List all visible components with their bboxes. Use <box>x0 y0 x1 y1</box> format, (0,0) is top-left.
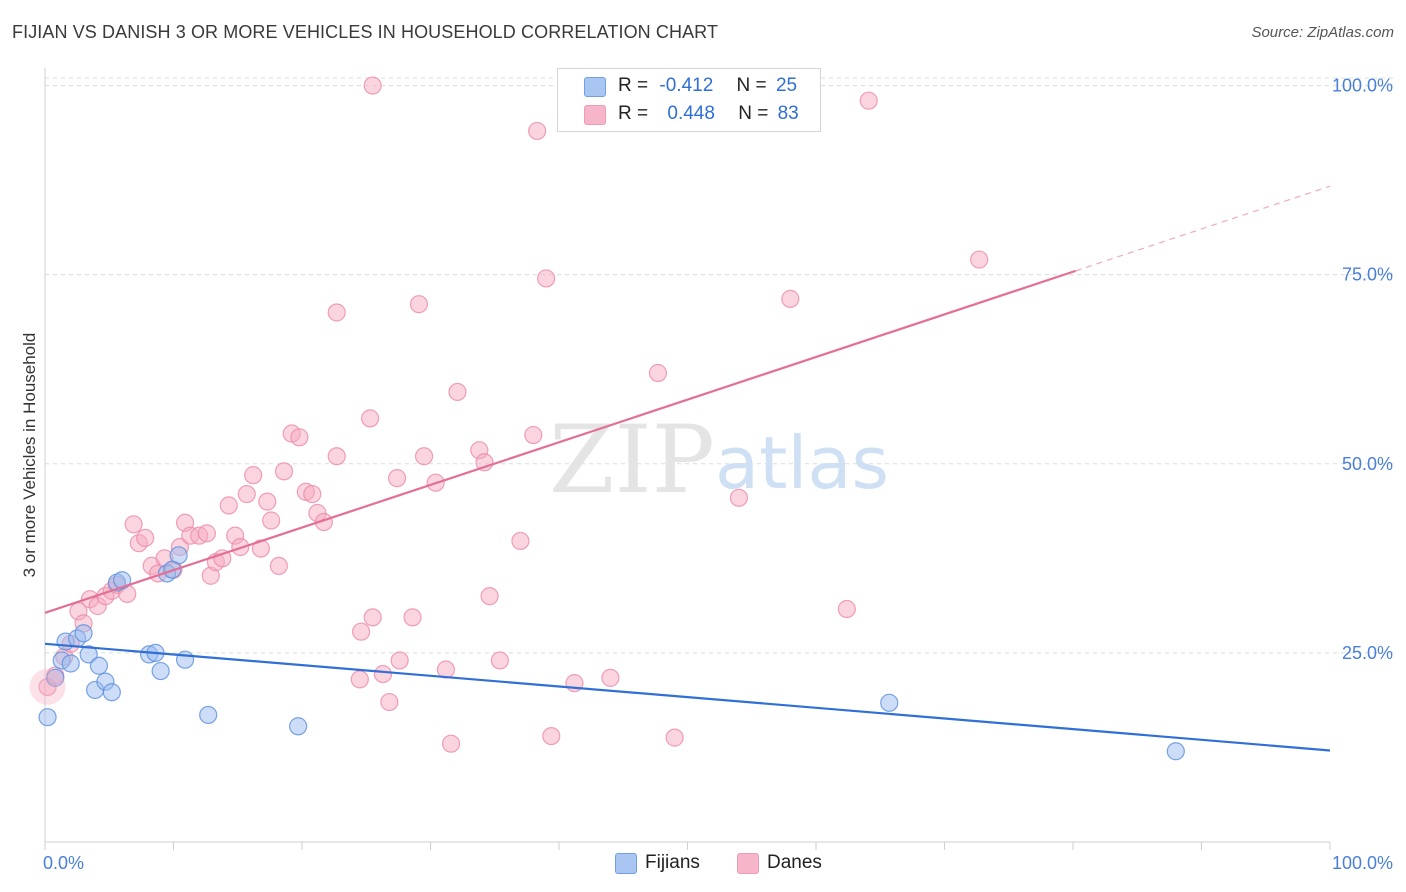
point-danes <box>528 121 547 141</box>
point-danes <box>403 608 422 627</box>
y-tick-label: 50.0% <box>1342 454 1393 474</box>
point-danes <box>380 692 399 712</box>
legend-swatch-fijians <box>615 853 637 874</box>
point-danes <box>648 363 668 383</box>
watermark: ZIP atlas <box>549 406 889 515</box>
y-tick-label: 100.0% <box>1332 76 1393 96</box>
watermark-zip: ZIP <box>549 406 715 515</box>
point-danes <box>387 469 407 488</box>
point-danes <box>327 447 346 466</box>
point-fijians <box>38 708 57 727</box>
point-danes <box>363 76 382 95</box>
tick-labels: 25.0% 50.0% 75.0% 100.0% 0.0% 100.0% <box>43 76 1393 873</box>
trend-extension-danes <box>1075 185 1331 272</box>
point-danes <box>269 556 288 576</box>
y-tick-label: 25.0% <box>1342 643 1393 663</box>
legend-danes-n: 83 <box>777 103 799 124</box>
x-tick-label: 100.0% <box>1332 853 1393 873</box>
legend-r-label: R = <box>618 103 649 124</box>
point-fijians <box>199 705 218 725</box>
point-danes <box>837 599 856 619</box>
trend-lines <box>44 185 1331 752</box>
trend-line-danes <box>44 269 1076 614</box>
legend-n-label: N = <box>738 103 769 124</box>
point-danes <box>262 511 281 530</box>
point-danes <box>409 295 429 314</box>
gridlines <box>45 77 1393 654</box>
point-danes <box>448 382 467 402</box>
point-danes <box>350 670 369 689</box>
point-danes <box>537 269 556 288</box>
point-fijians <box>102 683 121 702</box>
point-fijians <box>175 650 195 669</box>
point-danes <box>480 587 499 606</box>
point-danes <box>136 528 155 548</box>
point-danes <box>390 651 409 670</box>
point-danes <box>361 409 380 428</box>
point-danes <box>414 447 434 466</box>
trend-line-fijians <box>44 642 1331 752</box>
point-danes <box>197 524 217 543</box>
point-danes <box>859 91 878 110</box>
source-label: Source: ZipAtlas.com <box>1251 24 1394 41</box>
legend-label-fijians: Fijians <box>645 852 700 873</box>
point-danes <box>258 492 277 511</box>
legend-fijians-n: 25 <box>775 75 798 96</box>
point-danes <box>124 515 143 534</box>
point-danes <box>542 726 561 746</box>
x-tick-label: 0.0% <box>43 853 84 873</box>
legend-swatch-danes <box>584 105 606 125</box>
legend-label-danes: Danes <box>767 852 822 873</box>
point-danes <box>244 466 263 485</box>
point-danes <box>441 734 461 753</box>
legend-swatch-fijians <box>584 77 606 97</box>
point-danes <box>524 425 543 445</box>
point-fijians <box>151 661 170 681</box>
point-danes <box>970 250 989 269</box>
legend-danes-r: 0.448 <box>667 103 715 124</box>
data-points <box>29 76 1185 761</box>
legend-swatch-danes <box>737 853 759 874</box>
point-danes <box>352 622 371 641</box>
legend-fijians-r: -0.412 <box>659 75 714 96</box>
point-danes <box>327 303 346 322</box>
point-danes <box>290 428 309 447</box>
point-danes <box>490 651 509 670</box>
point-danes <box>729 488 749 507</box>
point-danes <box>29 668 66 705</box>
point-danes <box>363 608 382 627</box>
point-fijians <box>880 693 899 712</box>
point-danes <box>665 728 684 747</box>
point-danes <box>511 531 530 551</box>
point-fijians <box>169 546 188 565</box>
point-fijians <box>112 571 132 590</box>
point-fijians <box>289 717 308 736</box>
point-fijians <box>79 645 98 664</box>
point-danes <box>303 484 322 504</box>
point-danes <box>601 668 620 687</box>
chart-title: FIJIAN VS DANISH 3 OR MORE VEHICLES IN H… <box>12 22 719 42</box>
point-danes <box>237 484 256 504</box>
point-danes <box>213 549 232 568</box>
point-danes <box>274 462 294 481</box>
point-fijians <box>1166 742 1185 761</box>
y-tick-label: 75.0% <box>1342 265 1393 285</box>
point-danes <box>219 496 238 515</box>
point-fijians <box>74 624 93 643</box>
point-fijians <box>46 668 65 687</box>
point-danes <box>251 539 270 558</box>
point-danes <box>436 660 456 679</box>
point-danes <box>373 664 393 684</box>
point-fijians <box>89 656 109 675</box>
legend-r-label: R = <box>618 75 649 96</box>
point-fijians <box>61 654 80 673</box>
legend-n-label: N = <box>736 75 767 96</box>
point-danes <box>781 289 800 308</box>
correlation-legend: R = -0.412 N = 25 R = 0.448 N = 83 <box>557 68 821 132</box>
